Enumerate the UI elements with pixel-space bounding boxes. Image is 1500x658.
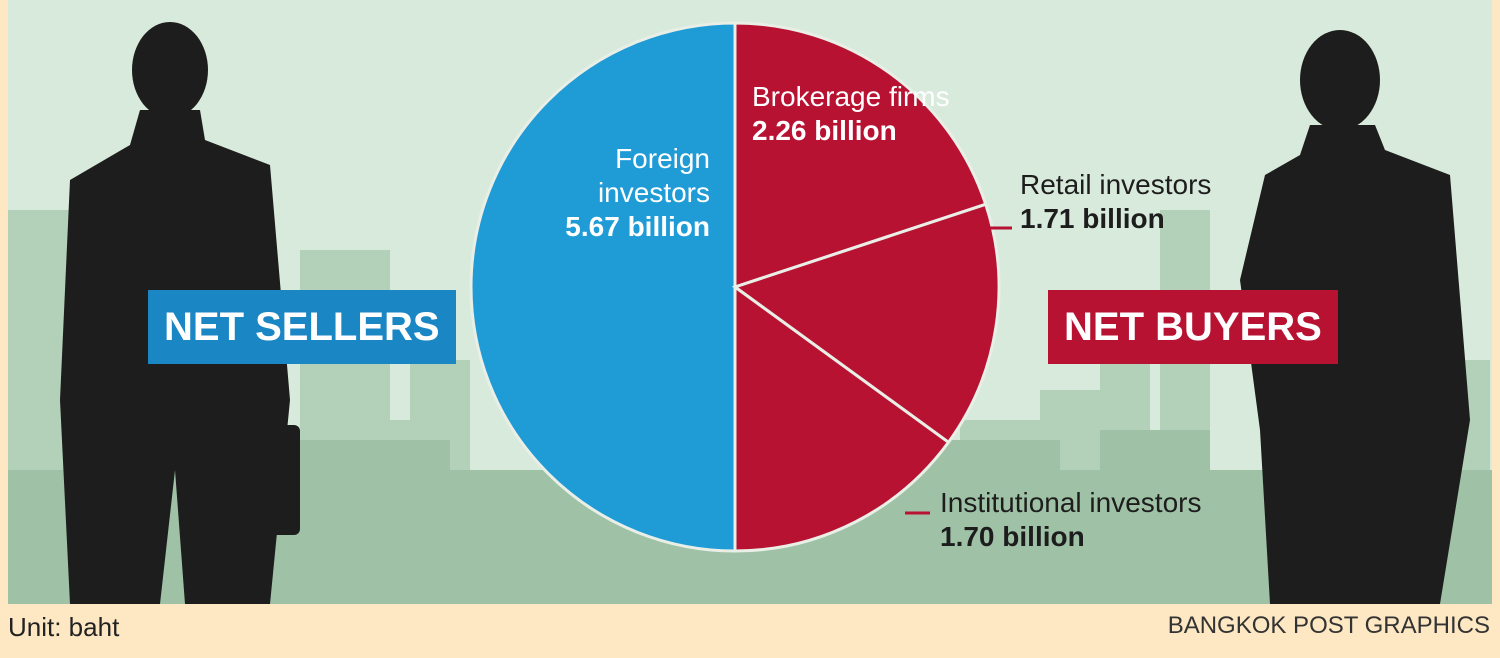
pie (469, 21, 1001, 553)
net-sellers: NET SELLERS (148, 290, 456, 364)
slice-value: 1.71 billion (1020, 203, 1165, 234)
slice-name: Retail investors (1020, 169, 1212, 200)
net-buyers: NET BUYERS (1048, 290, 1338, 364)
slice-name: Institutional investors (940, 487, 1202, 518)
pie-slice (469, 21, 737, 553)
pie-slice (733, 21, 988, 290)
slice-value: 2.26 billion (752, 115, 897, 146)
slice-name: Brokerage firms (752, 81, 950, 112)
slice-label: Retail investors 1.71 billion (1020, 168, 1280, 236)
leaders (905, 226, 1012, 515)
slice-label: Foreign investors 5.67 billion (520, 142, 710, 244)
slice-label: Brokerage firms 2.26 billion (752, 80, 952, 148)
slice-value: 1.70 billion (940, 521, 1085, 552)
pie-slice (733, 284, 951, 553)
slice-name: Foreign investors (597, 143, 710, 208)
slice-label: Institutional investors 1.70 billion (940, 486, 1280, 554)
source: BANGKOK POST GRAPHICS (1167, 612, 1490, 639)
silhouette-right (1240, 30, 1470, 604)
unit-note: Unit: baht (8, 612, 120, 642)
slice-value: 5.67 billion (565, 211, 710, 242)
